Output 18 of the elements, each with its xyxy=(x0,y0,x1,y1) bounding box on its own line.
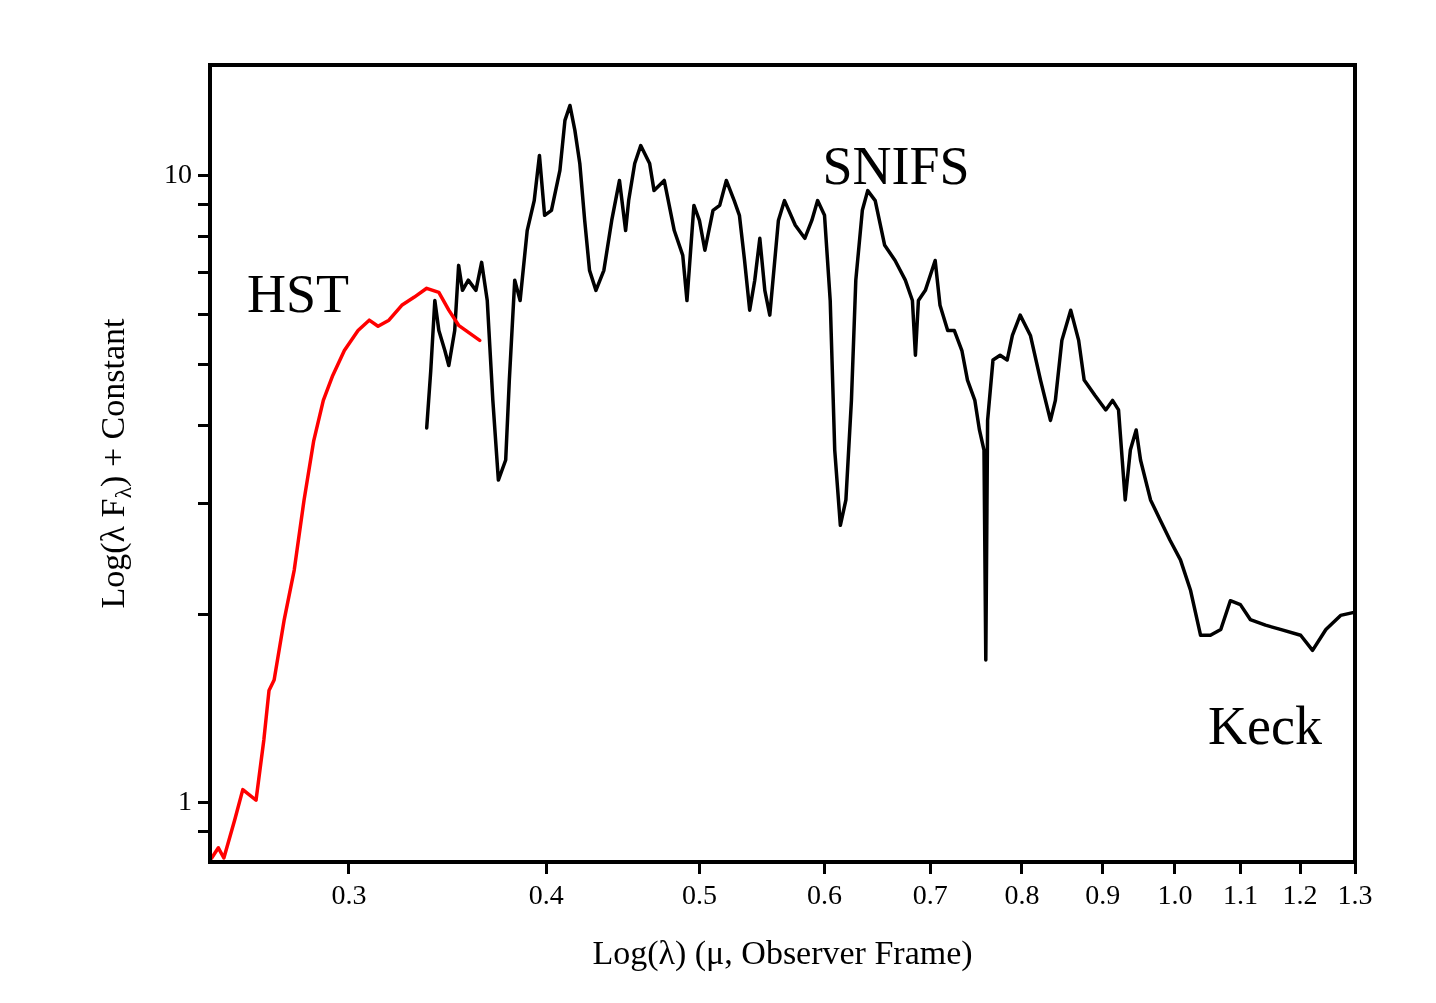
y-tick-label: 10 xyxy=(164,157,192,189)
x-tick-label: 1.2 xyxy=(1282,879,1318,911)
annotation: HST xyxy=(246,264,350,325)
x-tick-label: 1.0 xyxy=(1157,879,1193,911)
x-tick-label: 0.7 xyxy=(912,879,948,911)
x-tick-label: 1.1 xyxy=(1222,879,1258,911)
x-tick-label: 0.8 xyxy=(1004,879,1040,911)
y-axis-title: Log(λ Fλ) + Constant xyxy=(93,317,137,609)
x-tick-label: 0.9 xyxy=(1085,879,1121,911)
x-tick-label: 0.4 xyxy=(528,879,564,911)
y-tick-label: 1 xyxy=(178,785,192,817)
x-tick-label: 0.5 xyxy=(681,879,717,911)
annotation: SNIFS xyxy=(822,136,970,197)
annotation: Keck xyxy=(1208,696,1322,757)
x-tick-label: 1.3 xyxy=(1337,879,1373,911)
x-tick-label: 0.6 xyxy=(807,879,843,911)
x-tick-label: 0.3 xyxy=(331,879,367,911)
x-axis-title: Log(λ) (μ, Observer Frame) xyxy=(592,933,973,972)
